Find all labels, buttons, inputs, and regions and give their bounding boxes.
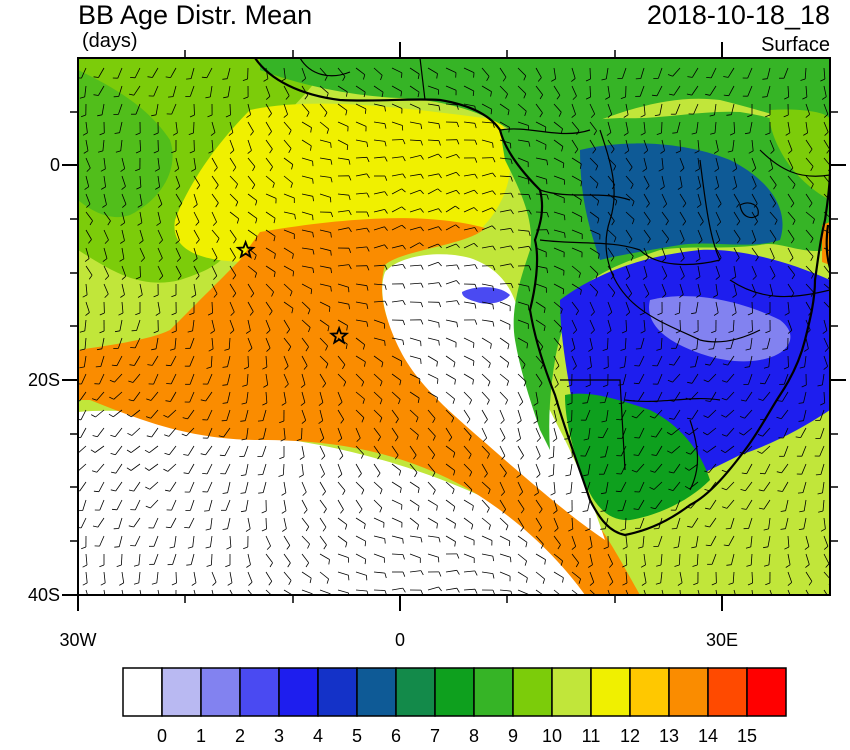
y-tick-label-40s: 40S [27,585,60,605]
field-fresh-tongue [382,254,605,541]
site-markers [235,239,350,345]
star-ascension [235,239,256,259]
field-west-green-2 [78,70,173,218]
colorbar-swatch [122,667,163,717]
border-3 [499,128,591,135]
colorbar-swatch [356,667,397,717]
colorbar-label: 8 [468,726,479,746]
field-east-right-green [769,109,830,200]
colorbar-label: 12 [619,726,641,746]
colorbar-swatch [317,667,358,717]
field-africa-south-green [565,393,710,521]
y-tick-label-20s: 20S [27,370,60,390]
border-11 [689,419,699,491]
level-label: Surface [761,34,830,56]
colorbar-swatch [746,667,787,717]
field-africa-teal [580,143,783,260]
border-2 [419,58,426,101]
axis-minor-ticks [70,50,838,603]
colorbar-label: 7 [429,726,440,746]
units-label: (days) [82,30,138,52]
field-blue-patch [462,287,510,304]
chart-title: BB Age Distr. Mean [78,0,313,30]
border-7 [699,159,721,261]
colorbar-swatch [629,667,670,717]
colorbar-swatch [590,667,631,717]
border-13 [759,149,830,177]
colorbar-label: 2 [234,726,245,746]
border-10 [624,397,721,403]
colorbar-swatch [473,667,514,717]
field-orange-core [78,218,640,595]
colorbar-label: 9 [507,726,518,746]
colorbar-label: 6 [390,726,401,746]
country-borders [299,58,830,491]
colorbar-swatch [551,667,592,717]
africa-coastline [254,58,830,537]
colorbar-swatch [512,667,553,717]
wind-barbs [78,67,830,595]
colorbar-swatch [395,667,436,717]
colorbar-swatch [239,667,280,717]
colorbar-label: 5 [351,726,362,746]
border-8 [629,299,761,343]
colorbar-swatch [161,667,202,717]
colorbar-label: 3 [273,726,284,746]
colorbar-label: 4 [312,726,323,746]
colorbar [122,667,787,717]
border-12 [729,279,830,298]
x-tick-label-30w: 30W [59,630,97,650]
datetime-label: 2018-10-18_18 [646,0,830,30]
colorbar-swatch [668,667,709,717]
colorbar-label: 14 [697,726,719,746]
colorbar-swatch [200,667,241,717]
border-4 [539,189,631,201]
colorbar-label: 10 [541,726,563,746]
colorbar-label: 1 [195,726,206,746]
border-1 [299,58,351,77]
field-africa-lavender [649,296,791,362]
field-south-fresh [78,410,630,595]
border-6 [599,129,631,301]
x-tick-label-0: 0 [394,630,405,650]
star-st-helena [328,325,350,345]
colorbar-swatch [434,667,475,717]
field-africa-north [260,58,830,135]
border-5 [539,239,721,265]
colorbar-label: 13 [658,726,680,746]
y-tick-label-0: 0 [49,155,60,175]
colorbar-label: 11 [581,726,601,746]
lake-victoria [739,202,759,219]
border-9 [560,379,626,471]
colorbar-swatch [278,667,319,717]
age-field [78,58,830,595]
colorbar-swatch [707,667,748,717]
x-tick-label-30e: 30E [705,630,739,650]
axis-ticks [62,42,846,611]
colorbar-label: 0 [156,726,167,746]
colorbar-label: 15 [736,726,758,746]
